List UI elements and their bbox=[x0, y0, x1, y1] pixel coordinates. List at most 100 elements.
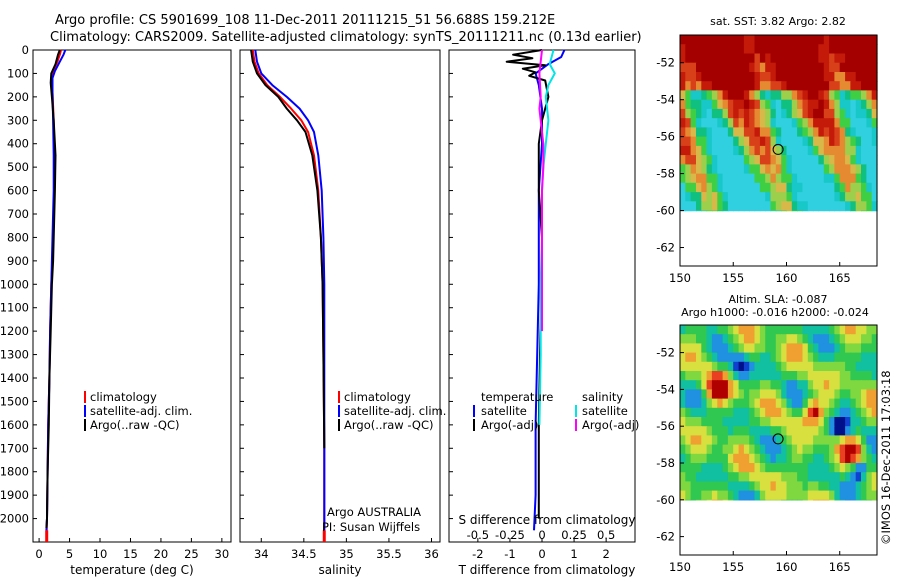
heatmap-cell bbox=[733, 417, 740, 427]
heatmap-cell bbox=[727, 325, 734, 335]
heatmap-cell bbox=[685, 35, 692, 45]
heatmap-cell bbox=[701, 352, 708, 363]
heatmap-cell bbox=[839, 173, 846, 184]
heatmap-cell bbox=[690, 389, 697, 400]
heatmap-cell bbox=[781, 145, 788, 156]
legend-heading-temperature: temperature bbox=[481, 390, 553, 404]
heatmap-cell bbox=[845, 53, 851, 64]
heatmap-cell bbox=[807, 35, 814, 45]
heatmap-cell bbox=[685, 481, 692, 492]
heatmap-cell bbox=[754, 90, 761, 101]
heatmap-cell bbox=[733, 72, 740, 82]
heatmap-cell bbox=[775, 90, 782, 101]
heatmap-cell bbox=[765, 343, 772, 354]
heatmap-cell bbox=[781, 407, 788, 418]
depth-tick-label: 1900 bbox=[0, 488, 29, 502]
heatmap-cell bbox=[797, 81, 803, 91]
heatmap-cell bbox=[791, 108, 798, 119]
heatmap-cell bbox=[845, 499, 851, 501]
heatmap-cell bbox=[727, 90, 734, 101]
heatmap-cell bbox=[834, 44, 841, 54]
heatmap-cell bbox=[855, 108, 862, 119]
heatmap-cell bbox=[802, 453, 809, 464]
heatmap-cell bbox=[727, 44, 734, 54]
heatmap-cell bbox=[871, 53, 878, 64]
heatmap-cell bbox=[711, 90, 718, 101]
heatmap-cell bbox=[781, 499, 788, 501]
heatmap-cell bbox=[696, 453, 702, 464]
heatmap-cell bbox=[786, 72, 793, 82]
heatmap-cell bbox=[797, 453, 803, 464]
heatmap-cell bbox=[701, 444, 708, 455]
heatmap-cell bbox=[690, 62, 697, 73]
heatmap-cell bbox=[823, 490, 830, 501]
heatmap-cell bbox=[834, 490, 841, 501]
heatmap-cell bbox=[866, 118, 873, 128]
heatmap-cell bbox=[754, 145, 761, 156]
heatmap-cell bbox=[823, 444, 830, 455]
depth-tick-label: 2000 bbox=[0, 512, 29, 526]
heatmap-cell bbox=[802, 463, 809, 473]
heatmap-cell bbox=[733, 81, 740, 91]
heatmap-cell bbox=[818, 53, 825, 64]
heatmap-cell bbox=[722, 490, 729, 501]
heatmap-cell bbox=[685, 192, 692, 202]
heatmap-cell bbox=[781, 182, 788, 193]
heatmap-cell bbox=[845, 463, 851, 473]
heatmap-cell bbox=[765, 371, 772, 381]
heatmap-cell bbox=[759, 136, 766, 147]
heatmap-cell bbox=[797, 499, 803, 501]
heatmap-cell bbox=[823, 453, 830, 464]
heatmap-cell bbox=[754, 499, 761, 501]
heatmap-cell bbox=[680, 417, 686, 427]
heatmap-cell bbox=[818, 164, 825, 175]
heatmap-cell bbox=[797, 435, 803, 446]
heatmap-cell bbox=[680, 62, 686, 73]
heatmap-cell bbox=[770, 426, 777, 436]
heatmap-cell bbox=[818, 108, 825, 119]
heatmap-cell bbox=[706, 426, 713, 436]
heatmap-cell bbox=[839, 417, 846, 427]
heatmap-cell bbox=[738, 44, 745, 54]
heatmap-cell bbox=[861, 210, 867, 212]
heatmap-cell bbox=[690, 90, 697, 101]
heatmap-cell bbox=[770, 481, 777, 492]
heatmap-cell bbox=[690, 108, 697, 119]
heatmap-cell bbox=[797, 371, 803, 381]
heatmap-cell bbox=[871, 145, 878, 156]
heatmap-cell bbox=[861, 417, 867, 427]
heatmap-cell bbox=[855, 145, 862, 156]
depth-tick-label: 400 bbox=[7, 137, 29, 151]
heatmap-cell bbox=[845, 490, 851, 501]
heatmap-cell bbox=[834, 426, 841, 436]
x-tick-label: 5 bbox=[66, 547, 73, 561]
heatmap-cell bbox=[871, 210, 878, 212]
top-x-tick-label: 0.25 bbox=[561, 528, 587, 542]
heatmap-cell bbox=[711, 389, 718, 400]
heatmap-cell bbox=[738, 481, 745, 492]
heatmap-cell bbox=[749, 417, 756, 427]
heatmap-cell bbox=[770, 325, 777, 335]
heatmap-cell bbox=[786, 155, 793, 165]
heatmap-cell bbox=[727, 334, 734, 344]
heatmap-cell bbox=[786, 389, 793, 400]
heatmap-cell bbox=[680, 155, 686, 165]
heatmap-cell bbox=[759, 72, 766, 82]
heatmap-cell bbox=[685, 62, 692, 73]
heatmap-cell bbox=[802, 444, 809, 455]
heatmap-cell bbox=[727, 426, 734, 436]
heatmap-cell bbox=[685, 90, 692, 101]
heatmap-cell bbox=[738, 426, 745, 436]
heatmap-cell bbox=[717, 127, 724, 138]
heatmap-cell bbox=[775, 182, 782, 193]
heatmap-cell bbox=[855, 453, 862, 464]
heatmap-cell bbox=[839, 118, 846, 128]
heatmap-cell bbox=[855, 192, 862, 202]
heatmap-cell bbox=[871, 389, 878, 400]
heatmap-cell bbox=[743, 472, 750, 482]
heatmap-cell bbox=[749, 201, 756, 212]
heatmap-cell bbox=[680, 53, 686, 64]
heatmap-cell bbox=[765, 44, 772, 54]
heatmap-cell bbox=[754, 463, 761, 473]
heatmap-cell bbox=[845, 210, 851, 212]
